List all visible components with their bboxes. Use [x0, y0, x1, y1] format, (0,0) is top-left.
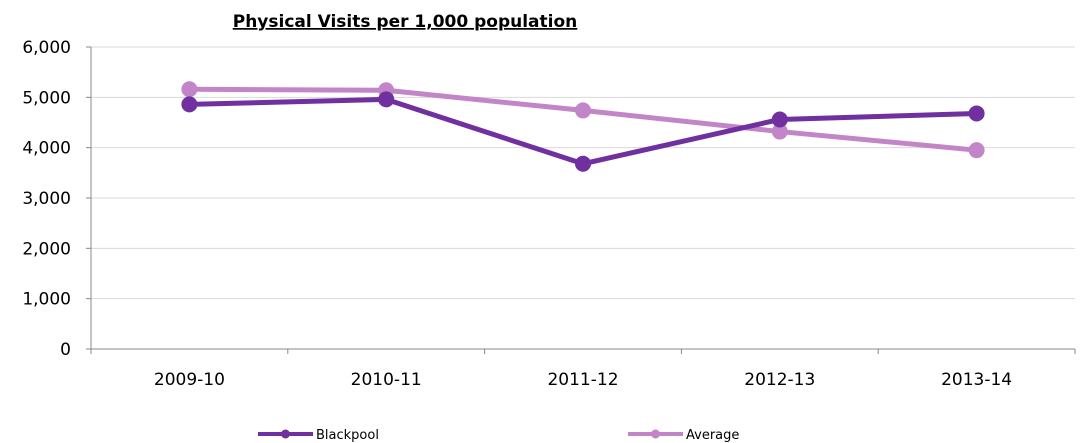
- series-blackpool: [181, 91, 985, 172]
- legend-swatch-marker: [281, 429, 290, 439]
- legend-label: Average: [686, 428, 739, 443]
- y-tick-label: 4,000: [22, 139, 71, 159]
- y-axis-ticks: 0 1,000 2,000 3,000 4,000 5,000 6,000: [22, 38, 91, 360]
- data-point-average: [968, 142, 985, 159]
- y-tick-label: 0: [60, 340, 71, 360]
- x-axis-ticks: 2009-10 2010-11 2011-12 2012-13 2013-14: [90, 349, 1076, 390]
- data-point-blackpool: [968, 105, 985, 122]
- y-tick-label: 6,000: [22, 38, 71, 58]
- legend-item-average: Average: [628, 428, 739, 443]
- series-average: [181, 81, 985, 159]
- x-tick-label: 2009-10: [154, 370, 225, 390]
- data-point-blackpool: [378, 91, 395, 108]
- y-tick-label: 2,000: [22, 239, 71, 259]
- legend: Blackpool Average: [258, 428, 739, 443]
- data-point-blackpool: [181, 96, 198, 113]
- series-line-average: [189, 86, 977, 153]
- x-tick-label: 2010-11: [351, 370, 422, 390]
- y-tick-label: 1,000: [22, 290, 71, 310]
- x-tick-label: 2011-12: [547, 370, 618, 390]
- data-point-average: [771, 123, 788, 140]
- y-tick-label: 3,000: [22, 189, 71, 209]
- series-layer: [181, 81, 985, 172]
- x-tick-label: 2012-13: [744, 370, 815, 390]
- data-point-blackpool: [575, 155, 591, 172]
- data-point-average: [181, 81, 198, 98]
- data-point-blackpool: [771, 111, 788, 128]
- legend-label: Blackpool: [316, 428, 379, 443]
- legend-swatch-marker: [651, 429, 660, 439]
- x-tick-label: 2013-14: [941, 370, 1012, 390]
- legend-item-blackpool: Blackpool: [258, 428, 379, 443]
- chart-title: Physical Visits per 1,000 population: [233, 12, 578, 32]
- y-tick-label: 5,000: [22, 88, 71, 108]
- gridlines: [91, 46, 1075, 300]
- data-point-average: [575, 102, 591, 119]
